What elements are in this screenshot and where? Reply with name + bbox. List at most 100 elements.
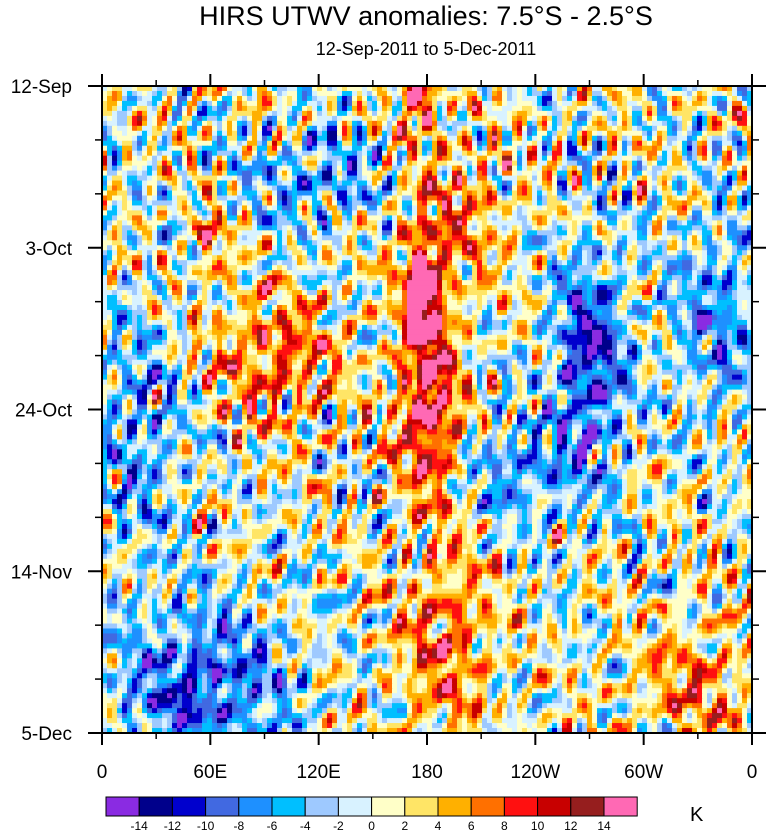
heatmap-cell [217,270,223,276]
heatmap-cell [237,210,243,216]
heatmap-cell [177,220,183,226]
heatmap-cell [567,180,573,187]
heatmap-cell [532,205,538,212]
heatmap-cell [212,170,218,177]
heatmap-cell [172,150,178,157]
heatmap-cell [442,245,448,251]
heatmap-cell [437,200,443,207]
heatmap-cell [162,200,168,207]
heatmap-cell [572,155,578,162]
heatmap-cell [727,265,733,271]
heatmap-cell [557,160,563,167]
heatmap-cell [362,245,368,251]
heatmap-cell [452,205,458,212]
heatmap-cell [582,245,588,251]
heatmap-cell [522,95,528,102]
heatmap-cell [352,125,358,132]
heatmap-cell [412,225,418,231]
heatmap-cell [317,270,323,276]
heatmap-cell [297,190,303,197]
heatmap-cell [447,255,453,261]
heatmap-cell [562,255,568,261]
heatmap-cell [332,210,338,216]
heatmap-cell [242,155,248,162]
heatmap-cell [327,200,333,207]
heatmap-cell [377,185,383,192]
heatmap-cell [617,190,623,197]
heatmap-cell [717,190,723,197]
heatmap-cell [692,155,698,162]
heatmap-cell [642,95,648,102]
heatmap-cell [732,105,738,112]
heatmap-cell [532,120,538,127]
heatmap-cell [737,215,743,221]
heatmap-cell [132,115,138,122]
heatmap-cell [642,245,648,251]
heatmap-cell [112,210,118,216]
heatmap-cell [647,215,653,221]
heatmap-cell [522,255,528,261]
heatmap-cell [702,130,708,137]
heatmap-cell [397,200,403,207]
heatmap-cell [227,210,233,216]
heatmap-cell [297,205,303,212]
heatmap-cell [507,110,513,117]
heatmap-cell [532,155,538,162]
heatmap-cell [117,110,123,117]
heatmap-cell [472,265,478,271]
heatmap-cell [417,110,423,117]
heatmap-cell [102,265,108,271]
heatmap-cell [617,170,623,177]
heatmap-cell [447,195,453,202]
heatmap-cell [347,150,353,157]
heatmap-cell [517,110,523,117]
heatmap-cell [102,235,108,241]
heatmap-cell [462,165,468,172]
heatmap-cell [412,200,418,207]
heatmap-cell [112,86,118,92]
heatmap-cell [592,225,598,231]
heatmap-cell [467,205,473,212]
heatmap-cell [357,170,363,177]
heatmap-cell [287,215,293,221]
heatmap-cell [702,95,708,102]
heatmap-cell [587,130,593,137]
heatmap-cell [122,230,128,236]
heatmap-cell [502,135,508,142]
heatmap-cell [102,95,108,102]
heatmap-cell [162,100,168,107]
heatmap-cell [347,275,353,281]
heatmap-cell [697,110,703,117]
heatmap-cell [632,86,638,92]
heatmap-cell [147,195,153,202]
heatmap-cell [707,120,713,127]
heatmap-cell [577,250,583,256]
heatmap-cell [707,90,713,97]
heatmap-cell [382,160,388,167]
heatmap-cell [732,140,738,147]
heatmap-cell [417,270,423,276]
heatmap-cell [477,145,483,152]
heatmap-cell [347,90,353,97]
heatmap-cell [612,130,618,137]
heatmap-cell [207,130,213,137]
heatmap-cell [102,110,108,117]
heatmap-cell [632,135,638,142]
heatmap-cell [677,185,683,192]
heatmap-cell [682,240,688,246]
heatmap-cell [247,250,253,256]
heatmap-cell [212,150,218,157]
heatmap-cell [597,235,603,241]
heatmap-cell [127,205,133,212]
heatmap-cell [472,260,478,266]
heatmap-cell [552,140,558,147]
heatmap-cell [287,250,293,256]
heatmap-cell [377,195,383,202]
heatmap-cell [687,100,693,107]
heatmap-cell [297,120,303,127]
heatmap-cell [362,135,368,142]
heatmap-cell [252,86,258,92]
heatmap-cell [557,105,563,112]
heatmap-cell [312,265,318,271]
heatmap-cell [377,100,383,107]
